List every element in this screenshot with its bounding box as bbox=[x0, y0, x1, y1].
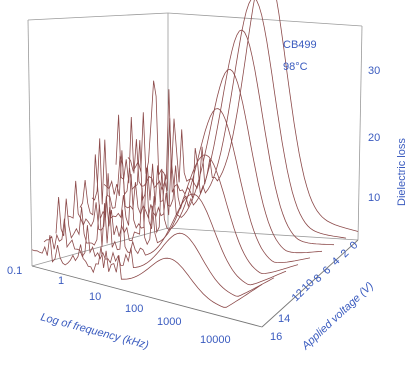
loss-curve-2v bbox=[115, 0, 347, 239]
sample-label: CB499 bbox=[283, 39, 317, 51]
y-tick-2: 2 bbox=[339, 247, 352, 260]
x-tick-100: 100 bbox=[125, 303, 143, 315]
y-tick-14: 14 bbox=[278, 313, 290, 325]
z-axis-label: Dielectric loss bbox=[396, 138, 408, 206]
loss-curve-6v bbox=[91, 68, 323, 254]
back-left-vertical bbox=[27, 19, 33, 267]
loss-curve-16v bbox=[31, 234, 263, 308]
loss-curve-10v bbox=[67, 154, 299, 275]
y-tick-6: 6 bbox=[321, 264, 334, 277]
floor-back-right bbox=[167, 227, 359, 241]
back-right-top bbox=[167, 12, 363, 27]
loss-curve-0v bbox=[127, 0, 359, 232]
loss-curve-12v bbox=[55, 193, 287, 286]
x-tick-1: 1 bbox=[58, 275, 64, 287]
x-axis-label: Log of frequency (kHz) bbox=[39, 311, 150, 351]
x-tick-1000: 1000 bbox=[157, 316, 181, 328]
z-tick-20: 20 bbox=[368, 132, 380, 144]
temperature-label: 98°C bbox=[283, 61, 308, 73]
frequency-axis-line bbox=[31, 265, 263, 328]
loss-curve-4v bbox=[103, 29, 335, 246]
y-tick-4: 4 bbox=[330, 255, 343, 268]
x-tick-10000: 10000 bbox=[200, 334, 231, 346]
voltage-axis-line bbox=[261, 239, 359, 328]
z-tick-30: 30 bbox=[368, 65, 380, 77]
y-tick-0: 0 bbox=[348, 239, 361, 252]
loss-curve-14v bbox=[43, 218, 275, 297]
back-right-vertical bbox=[357, 25, 363, 241]
curve-series bbox=[31, 0, 359, 308]
loss-curve-8v bbox=[79, 108, 311, 264]
z-tick-10: 10 bbox=[368, 192, 380, 204]
back-left-top bbox=[27, 12, 169, 21]
axis-lines bbox=[31, 239, 359, 328]
x-tick-10: 10 bbox=[89, 291, 101, 303]
x-tick-0.1: 0.1 bbox=[7, 265, 22, 277]
y-tick-16: 16 bbox=[270, 331, 282, 343]
